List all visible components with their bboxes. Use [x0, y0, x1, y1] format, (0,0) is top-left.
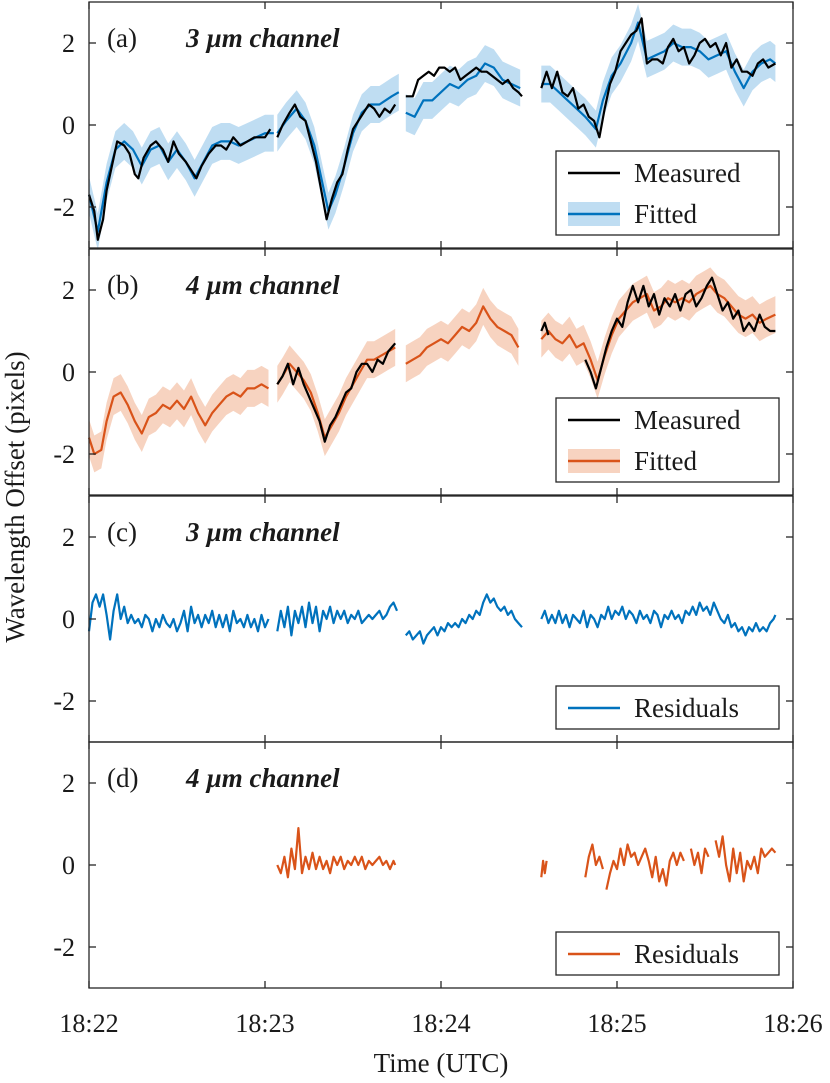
residual-line-seg-2	[404, 593, 523, 645]
residual-line-seg-0	[87, 593, 270, 641]
residual-line-seg-5	[714, 835, 777, 883]
fitted-line-seg-2	[405, 62, 521, 118]
panel-title: 4 µm channel	[185, 270, 340, 300]
panel-title: 4 µm channel	[185, 763, 340, 793]
panel-tag: (c)	[107, 517, 137, 547]
panels: 2 0 -2 (a) 3 µm channel Measured Fitted 2 0 -2 (b)…	[53, 1, 794, 989]
residual-line-seg-2	[584, 843, 604, 878]
measured-line-seg-2	[584, 276, 776, 390]
residual-line-seg-3	[605, 843, 685, 890]
measured-line-seg-1	[276, 103, 397, 221]
y-tick-label: 0	[62, 605, 75, 634]
fitted-line-seg-2	[405, 305, 520, 365]
panel-d: 2 0 -2 (d) 4 µm channel Residuals	[53, 741, 794, 989]
y-tick-label: -2	[53, 193, 75, 222]
y-tick-label: 2	[62, 523, 75, 552]
fitted-band-seg-2	[405, 45, 521, 136]
y-tick-label: 2	[62, 769, 75, 798]
measured-line-seg-2	[405, 66, 523, 98]
y-tick-label: 2	[62, 29, 75, 58]
x-tick-label: 18:22	[59, 1009, 118, 1038]
legend: Measured Fitted	[555, 397, 780, 483]
fitted-band-seg-1	[277, 73, 399, 230]
panel-title: 3 µm channel	[185, 23, 340, 53]
measured-line-seg-1	[540, 321, 550, 336]
x-tick-label: 18:26	[763, 1009, 822, 1038]
residual-line-seg-3	[540, 601, 777, 637]
panel-b: 2 0 -2 (b) 4 µm channel Measured Fitted	[53, 248, 794, 496]
residual-line-seg-1	[540, 859, 548, 878]
x-axis: 18:22 18:23 18:24 18:25 18:26	[59, 1009, 822, 1038]
residual-line-seg-0	[276, 827, 397, 879]
measured-line-seg-0	[87, 128, 272, 241]
panel-tag: (a)	[107, 23, 137, 53]
legend: Residuals	[555, 685, 780, 730]
fitted-line-seg-1	[276, 91, 400, 213]
panel-tag: (d)	[107, 763, 138, 793]
residual-line-seg-1	[276, 601, 399, 637]
y-tick-label: 0	[62, 111, 75, 140]
legend-label: Residuals	[634, 939, 739, 969]
fitted-line-seg-1	[276, 346, 396, 439]
legend-label: Fitted	[634, 199, 698, 229]
y-tick-label: 2	[62, 276, 75, 305]
fitted-band-seg-0	[89, 365, 269, 473]
legend-label: Fitted	[634, 446, 698, 476]
y-tick-label: -2	[53, 933, 75, 962]
fitted-band-seg-0	[89, 114, 274, 251]
fitted-band-seg-1	[277, 328, 396, 457]
fitted-line-seg-0	[87, 383, 270, 456]
measured-line-seg-3	[540, 17, 776, 139]
y-tick-label: -2	[53, 687, 75, 716]
fitted-band-seg-3	[541, 267, 776, 399]
y-tick-label: -2	[53, 440, 75, 469]
y-tick-label: 0	[62, 851, 75, 880]
legend-label: Residuals	[634, 693, 739, 723]
legend-label: Measured	[634, 158, 741, 188]
fitted-band-seg-2	[405, 287, 519, 383]
measured-line-seg-0	[276, 342, 397, 443]
legend-label: Measured	[634, 405, 741, 435]
legend: Residuals	[555, 931, 780, 976]
legend: Measured Fitted	[555, 150, 780, 236]
residual-line-seg-4	[689, 847, 710, 875]
panel-a: 2 0 -2 (a) 3 µm channel Measured Fitted	[53, 1, 794, 251]
x-tick-label: 18:25	[587, 1009, 646, 1038]
panel-tag: (b)	[107, 270, 138, 300]
x-axis-label: Time (UTC)	[374, 1048, 509, 1078]
y-tick-label: 0	[62, 358, 75, 387]
panel-c: 2 0 -2 (c) 3 µm channel Residuals	[53, 495, 794, 743]
x-tick-label: 18:23	[235, 1009, 294, 1038]
x-tick-label: 18:24	[411, 1009, 470, 1038]
panel-title: 3 µm channel	[185, 517, 340, 547]
fitted-line-seg-3	[541, 21, 777, 131]
fitted-band-seg-3	[541, 4, 776, 148]
y-axis-label: Wavelength Offset (pixels)	[0, 351, 30, 642]
